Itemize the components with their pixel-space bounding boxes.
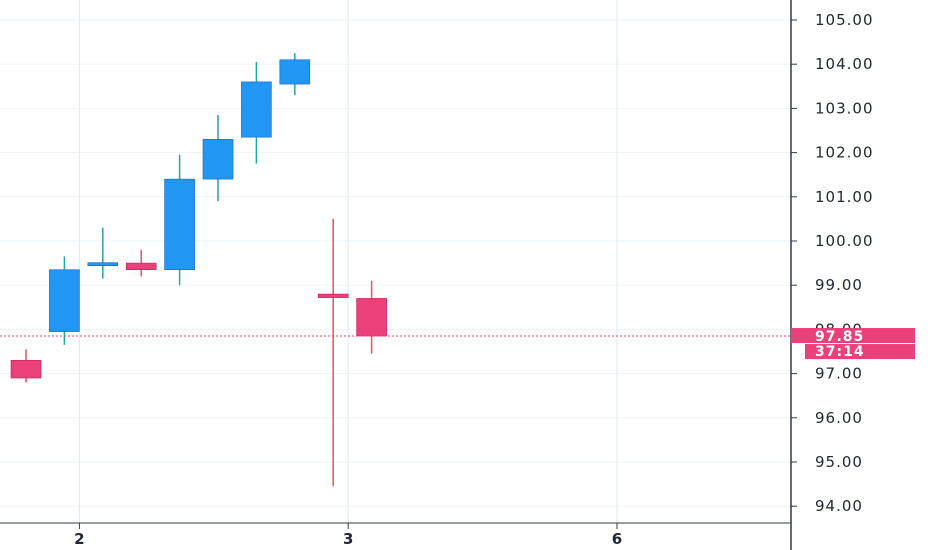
time-axis-labels: 2 3 6	[74, 523, 622, 548]
price-badges: 97.85 37:14	[791, 328, 915, 360]
candle-body	[87, 262, 119, 267]
y-tick-label: 102.00	[815, 144, 874, 162]
candle-body	[49, 269, 80, 332]
y-tick-label: 103.00	[815, 99, 874, 117]
last-price-badge	[791, 328, 915, 344]
countdown-value: 37:14	[815, 344, 865, 360]
last-price-value: 97.85	[815, 329, 864, 345]
candle-body	[202, 139, 234, 180]
y-tick-label: 99.00	[815, 276, 863, 294]
countdown-badge	[805, 344, 915, 360]
candle	[356, 280, 387, 354]
candle	[164, 154, 195, 286]
candle	[241, 61, 272, 164]
candle-body	[164, 178, 195, 271]
candle-body	[125, 262, 157, 271]
candle	[202, 115, 234, 202]
candle	[317, 218, 349, 487]
y-tick-label: 104.00	[815, 55, 874, 73]
candle-body	[10, 360, 42, 379]
y-tick-label: 105.00	[815, 11, 874, 29]
candle	[279, 53, 311, 96]
candle-body	[241, 81, 272, 138]
candle-body	[317, 293, 349, 298]
grid-lines	[0, 0, 791, 523]
y-tick-label: 101.00	[815, 188, 874, 206]
y-tick-label: 95.00	[815, 453, 863, 471]
price-axis-labels: 105.00 104.00 103.00 102.00 101.00 100.00 99.0…	[791, 11, 874, 515]
x-tick-label: 2	[74, 530, 84, 548]
y-tick-label: 94.00	[815, 497, 863, 515]
candle	[10, 349, 42, 383]
y-tick-label: 96.00	[815, 409, 863, 427]
candles	[10, 53, 387, 487]
x-tick-label: 3	[343, 530, 353, 548]
candle	[49, 256, 80, 345]
y-tick-label: 100.00	[815, 232, 874, 250]
candle	[125, 249, 157, 277]
candle-body	[356, 298, 387, 337]
candle-body	[279, 59, 311, 85]
candle	[87, 227, 119, 279]
x-tick-label: 6	[612, 530, 622, 548]
y-tick-label: 97.00	[815, 365, 863, 383]
